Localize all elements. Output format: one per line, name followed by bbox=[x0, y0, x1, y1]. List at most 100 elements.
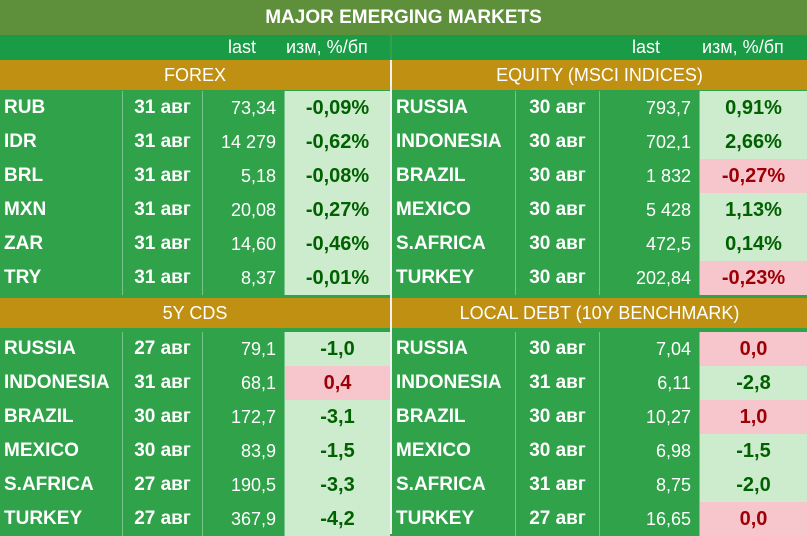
quote-date-cell: 30 авг bbox=[516, 434, 600, 468]
quote-date-cell: 27 авг bbox=[123, 468, 203, 502]
change-value-cell: -2,8 bbox=[700, 366, 807, 400]
market-name-cell: BRL bbox=[0, 159, 123, 193]
quote-date-cell: 30 авг bbox=[516, 159, 600, 193]
market-name-cell: BRAZIL bbox=[0, 400, 123, 434]
market-name-cell: BRAZIL bbox=[392, 159, 516, 193]
market-name-cell: RUSSIA bbox=[0, 332, 123, 366]
market-name-cell: MEXICO bbox=[392, 193, 516, 227]
change-value-cell: 1,13% bbox=[700, 193, 807, 227]
last-value-cell: 190,5 bbox=[203, 468, 285, 502]
market-name-cell: RUSSIA bbox=[392, 91, 516, 125]
table-row: IDR 31 авг 14 279 -0,62% bbox=[0, 125, 390, 159]
market-name-cell: MXN bbox=[0, 193, 123, 227]
subheader-right: last изм, %/бп bbox=[392, 35, 807, 60]
market-name-cell: MEXICO bbox=[392, 434, 516, 468]
section-header-equity: EQUITY (MSCI INDICES) bbox=[392, 60, 807, 90]
last-value-cell: 83,9 bbox=[203, 434, 285, 468]
change-value-cell: -1,0 bbox=[285, 332, 390, 366]
table-row: TURKEY 30 авг 202,84 -0,23% bbox=[392, 261, 807, 295]
market-name-cell: RUSSIA bbox=[392, 332, 516, 366]
quote-date-cell: 30 авг bbox=[123, 400, 203, 434]
change-value-cell: -0,08% bbox=[285, 159, 390, 193]
change-value-cell: -0,46% bbox=[285, 227, 390, 261]
change-value-cell: -2,0 bbox=[700, 468, 807, 502]
last-value-cell: 6,11 bbox=[600, 366, 700, 400]
quote-date-cell: 31 авг bbox=[516, 366, 600, 400]
table-row: INDONESIA 31 авг 68,1 0,4 bbox=[0, 366, 390, 400]
quote-date-cell: 31 авг bbox=[123, 261, 203, 295]
quote-date-cell: 27 авг bbox=[123, 502, 203, 536]
market-name-cell: S.AFRICA bbox=[392, 227, 516, 261]
quote-date-cell: 30 авг bbox=[516, 193, 600, 227]
change-value-cell: -0,23% bbox=[700, 261, 807, 295]
last-value-cell: 79,1 bbox=[203, 332, 285, 366]
change-value-cell: 2,66% bbox=[700, 125, 807, 159]
table-row: RUSSIA 30 авг 793,7 0,91% bbox=[392, 91, 807, 125]
quote-date-cell: 27 авг bbox=[516, 502, 600, 536]
section-header-debt: LOCAL DEBT (10Y BENCHMARK) bbox=[392, 298, 807, 328]
last-column-label: last bbox=[228, 37, 257, 57]
last-value-cell: 8,37 bbox=[203, 261, 285, 295]
last-value-cell: 472,5 bbox=[600, 227, 700, 261]
change-value-cell: -0,09% bbox=[285, 91, 390, 125]
last-value-cell: 68,1 bbox=[203, 366, 285, 400]
change-value-cell: -3,1 bbox=[285, 400, 390, 434]
change-column-label: изм, %/бп bbox=[286, 37, 368, 57]
table-row: BRL 31 авг 5,18 -0,08% bbox=[0, 159, 390, 193]
table-row: MEXICO 30 авг 6,98 -1,5 bbox=[392, 434, 807, 468]
quote-date-cell: 31 авг bbox=[516, 468, 600, 502]
last-value-cell: 10,27 bbox=[600, 400, 700, 434]
last-value-cell: 14,60 bbox=[203, 227, 285, 261]
change-value-cell: -0,27% bbox=[285, 193, 390, 227]
change-value-cell: 0,4 bbox=[285, 366, 390, 400]
change-value-cell: 0,91% bbox=[700, 91, 807, 125]
quote-date-cell: 31 авг bbox=[123, 91, 203, 125]
last-value-cell: 6,98 bbox=[600, 434, 700, 468]
table-row: INDONESIA 31 авг 6,11 -2,8 bbox=[392, 366, 807, 400]
last-value-cell: 172,7 bbox=[203, 400, 285, 434]
market-name-cell: TURKEY bbox=[392, 261, 516, 295]
table-row: MEXICO 30 авг 83,9 -1,5 bbox=[0, 434, 390, 468]
last-value-cell: 367,9 bbox=[203, 502, 285, 536]
market-name-cell: TRY bbox=[0, 261, 123, 295]
last-value-cell: 5,18 bbox=[203, 159, 285, 193]
market-name-cell: ZAR bbox=[0, 227, 123, 261]
quote-date-cell: 31 авг bbox=[123, 125, 203, 159]
change-value-cell: 0,0 bbox=[700, 332, 807, 366]
change-value-cell: 0,14% bbox=[700, 227, 807, 261]
last-value-cell: 793,7 bbox=[600, 91, 700, 125]
last-value-cell: 73,34 bbox=[203, 91, 285, 125]
table-row: S.AFRICA 27 авг 190,5 -3,3 bbox=[0, 468, 390, 502]
quote-date-cell: 30 авг bbox=[516, 332, 600, 366]
last-value-cell: 14 279 bbox=[203, 125, 285, 159]
quote-date-cell: 30 авг bbox=[516, 400, 600, 434]
change-value-cell: -0,62% bbox=[285, 125, 390, 159]
change-value-cell: -3,3 bbox=[285, 468, 390, 502]
table-row: RUB 31 авг 73,34 -0,09% bbox=[0, 91, 390, 125]
market-name-cell: INDONESIA bbox=[0, 366, 123, 400]
change-value-cell: -0,27% bbox=[700, 159, 807, 193]
table-row: TRY 31 авг 8,37 -0,01% bbox=[0, 261, 390, 295]
last-value-cell: 5 428 bbox=[600, 193, 700, 227]
market-name-cell: S.AFRICA bbox=[392, 468, 516, 502]
market-name-cell: TURKEY bbox=[392, 502, 516, 536]
table-row: BRAZIL 30 авг 172,7 -3,1 bbox=[0, 400, 390, 434]
last-value-cell: 702,1 bbox=[600, 125, 700, 159]
table-row: RUSSIA 27 авг 79,1 -1,0 bbox=[0, 332, 390, 366]
market-name-cell: IDR bbox=[0, 125, 123, 159]
last-value-cell: 16,65 bbox=[600, 502, 700, 536]
table-row: S.AFRICA 31 авг 8,75 -2,0 bbox=[392, 468, 807, 502]
last-value-cell: 8,75 bbox=[600, 468, 700, 502]
market-name-cell: RUB bbox=[0, 91, 123, 125]
quote-date-cell: 31 авг bbox=[123, 159, 203, 193]
last-value-cell: 20,08 bbox=[203, 193, 285, 227]
page-title: MAJOR EMERGING MARKETS bbox=[0, 0, 807, 35]
table-row: BRAZIL 30 авг 10,27 1,0 bbox=[392, 400, 807, 434]
change-value-cell: 0,0 bbox=[700, 502, 807, 536]
market-name-cell: INDONESIA bbox=[392, 366, 516, 400]
section-header-forex: FOREX bbox=[0, 60, 390, 90]
subheader-left: last изм, %/бп bbox=[0, 35, 390, 60]
last-value-cell: 202,84 bbox=[600, 261, 700, 295]
market-name-cell: S.AFRICA bbox=[0, 468, 123, 502]
table-row: S.AFRICA 30 авг 472,5 0,14% bbox=[392, 227, 807, 261]
